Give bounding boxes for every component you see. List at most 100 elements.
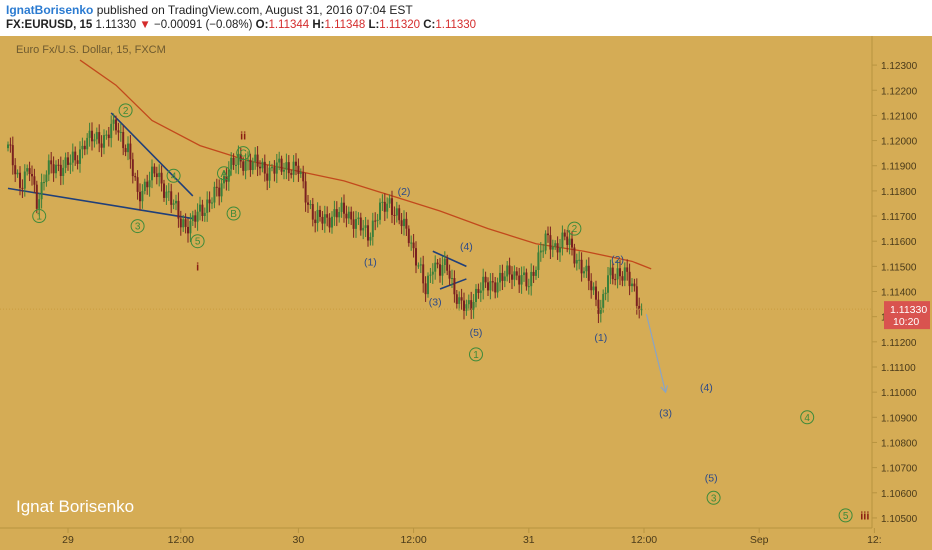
- candle-body: [134, 176, 137, 178]
- wave-label: i: [196, 261, 199, 273]
- candle-body: [184, 219, 187, 227]
- candle-body: [232, 157, 235, 165]
- candle-body: [153, 166, 156, 174]
- candle-body: [244, 161, 247, 171]
- price-axis[interactable]: 1.12300 1.12200 1.12100 1.12000 1.11900 1.118…: [872, 61, 918, 525]
- candle-body: [549, 235, 552, 250]
- candle-body: [503, 276, 506, 281]
- candle-body: [434, 262, 437, 272]
- candle-body: [263, 161, 266, 174]
- candle-body: [383, 201, 386, 212]
- candle-body: [343, 202, 345, 214]
- candle-body: [585, 265, 588, 272]
- candle-body: [124, 148, 127, 153]
- candle-body: [271, 167, 273, 169]
- candle-body: [119, 131, 122, 133]
- candle-body: [11, 145, 14, 166]
- wave-label-circle: [236, 146, 251, 161]
- author-link[interactable]: IgnatBorisenko: [6, 3, 94, 17]
- candle-body: [575, 259, 578, 264]
- moving-average-layer: [79, 59, 652, 270]
- candle-body: [398, 208, 401, 221]
- candle-body: [405, 218, 408, 229]
- candle-body: [172, 203, 175, 205]
- candle-body: [508, 265, 511, 275]
- candle-body: [475, 288, 477, 303]
- candle-body: [604, 292, 607, 295]
- candle-body: [367, 225, 369, 241]
- candle-body: [273, 167, 276, 174]
- candle-body: [499, 272, 501, 283]
- candle-body: [266, 173, 269, 181]
- candle-body: [482, 276, 485, 291]
- candle-body: [539, 250, 542, 253]
- candle-body: [436, 262, 439, 265]
- candle-body: [568, 238, 571, 245]
- wave-label: B: [230, 209, 237, 220]
- candle-body: [21, 187, 24, 189]
- candle-body: [323, 214, 326, 224]
- candle-body: [311, 204, 314, 220]
- wave-labels-layer: 1 2 3 4 5 i A Bii C (2) (1) (4) (3) (5) 1 2 (2) (1) (4) (3)…: [32, 103, 869, 523]
- candle-body: [74, 151, 77, 161]
- candle-body: [129, 143, 132, 160]
- candles-layer: [7, 113, 643, 324]
- candle-body: [467, 300, 470, 305]
- price-tick-label: 1.12000: [881, 137, 918, 148]
- candle-body: [487, 282, 489, 291]
- price-tick-label: 1.12200: [881, 86, 918, 97]
- candle-body: [561, 232, 564, 248]
- candle-body: [472, 302, 475, 310]
- candle-body: [631, 283, 633, 287]
- candle-body: [103, 135, 105, 148]
- wave-label: (5): [470, 327, 483, 339]
- wave-label-circle: [32, 209, 47, 224]
- candle-body: [91, 130, 93, 142]
- candle-body: [424, 283, 427, 295]
- candle-body: [211, 202, 213, 204]
- candle-body: [38, 199, 41, 209]
- candle-body: [206, 199, 209, 213]
- wave-label: (4): [700, 382, 713, 394]
- price-chart[interactable]: Euro Fx/U.S. Dollar, 15, FXCM Ignat Bori…: [0, 36, 932, 550]
- candle-body: [239, 153, 242, 162]
- price-tag-box: [884, 301, 930, 330]
- candle-body: [218, 187, 221, 197]
- publish-info: published on TradingView.com, August 31,…: [96, 3, 413, 17]
- candle-body: [419, 264, 422, 266]
- candle-body: [587, 265, 590, 281]
- candle-body: [112, 119, 115, 124]
- candle-body: [297, 165, 300, 174]
- candle-body: [259, 166, 261, 169]
- candle-body: [170, 191, 173, 205]
- candle-body: [417, 265, 420, 267]
- candle-body: [88, 130, 91, 138]
- projection-arrow-line: [645, 314, 667, 393]
- candle-body: [23, 171, 26, 189]
- candle-body: [501, 272, 504, 281]
- publish-line: IgnatBorisenko published on TradingView.…: [6, 3, 413, 17]
- candle-body: [165, 191, 168, 198]
- wave-label-circle: [226, 206, 241, 221]
- candle-body: [511, 274, 513, 280]
- candle-body: [31, 174, 33, 177]
- candle-body: [379, 202, 381, 220]
- candle-body: [275, 162, 278, 174]
- candle-body: [131, 159, 134, 177]
- candle-body: [331, 216, 333, 228]
- candle-body: [71, 151, 74, 163]
- wave-label-circle: [706, 490, 721, 505]
- candle-body: [141, 191, 144, 202]
- candle-body: [611, 267, 614, 280]
- candle-body: [527, 286, 530, 288]
- candle-body: [544, 233, 547, 251]
- candle-body: [489, 281, 492, 291]
- price-tick-label: 1.11900: [881, 162, 917, 173]
- time-axis[interactable]: 29 12:00 30 12:00 31 12:00 Sep 12:: [62, 528, 882, 546]
- candle-body: [292, 161, 295, 175]
- candle-body: [100, 143, 103, 148]
- price-tick-label: 1.11400: [881, 288, 917, 299]
- candle-body: [599, 307, 602, 314]
- candle-body: [280, 158, 283, 172]
- chart-subtitle: Euro Fx/U.S. Dollar, 15, FXCM: [16, 44, 166, 56]
